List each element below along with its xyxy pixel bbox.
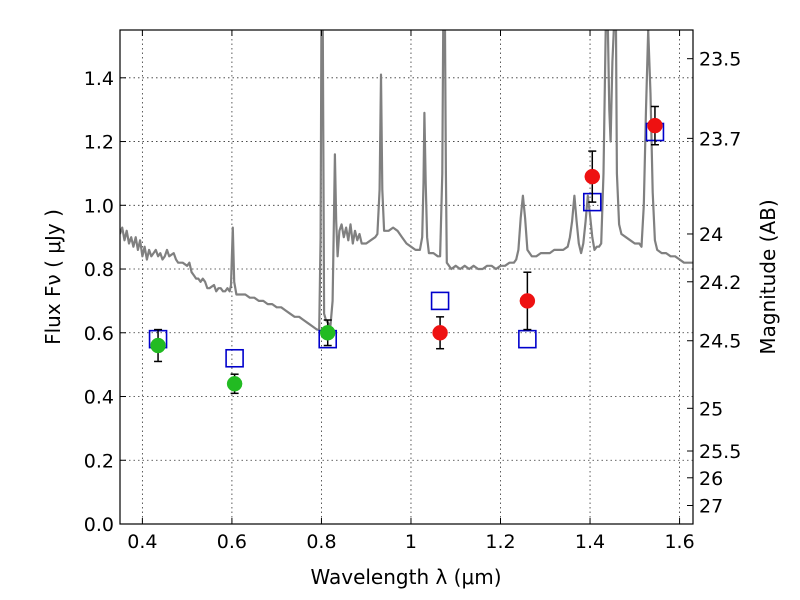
y-axis-right: 23.5 23.7 24 24.2 24.5 25 25.5 26 27 (687, 49, 741, 518)
y-tick-label: 0.8 (84, 259, 114, 281)
nir-photometry-point (519, 293, 536, 309)
plot-series (120, 30, 693, 395)
y-tick-label: 0.0 (84, 514, 114, 536)
y2-tick-label: 26 (699, 468, 723, 490)
grid (120, 30, 693, 525)
y2-tick-label: 27 (699, 496, 723, 518)
y-tick-label: 1.2 (84, 132, 114, 154)
nir-photometry-point (647, 117, 663, 134)
y2-axis-label: Magnitude (AB) (756, 199, 780, 354)
x-tick-label: 0.8 (306, 531, 336, 553)
nir-photometry-point (432, 325, 448, 341)
y-axis-label: Flux Fν ( μJy ) (41, 209, 65, 345)
plot-frame (119, 29, 694, 525)
model-photometry-point (518, 329, 537, 349)
model-spectrum-line (120, 30, 693, 331)
x-tick-label: 0.4 (127, 531, 157, 553)
y2-tick-label: 24 (699, 224, 723, 246)
y-tick-label: 1.4 (84, 68, 114, 90)
y-tick-label: 0.2 (84, 450, 114, 472)
y2-tick-label: 24.5 (699, 331, 741, 353)
optical-photometry-point (319, 325, 336, 341)
x-tick-label: 1.6 (664, 531, 694, 553)
y-tick-label: 0.4 (84, 387, 114, 409)
y-tick-label: 0.6 (84, 323, 114, 345)
x-tick-label: 1 (405, 531, 417, 553)
x-tick-label: 1.4 (575, 531, 605, 553)
model-photometry-point (430, 291, 450, 311)
y-tick-label: 1.0 (84, 195, 114, 217)
y2-tick-label: 25.5 (699, 441, 741, 463)
optical-photometry-point (150, 337, 166, 354)
x-tick-label: 1.2 (485, 531, 515, 553)
y2-tick-label: 25 (699, 398, 723, 420)
x-tick-label: 0.6 (217, 531, 247, 553)
y-axis-left: 0.0 0.2 0.4 0.6 0.8 1.0 1.2 1.4 (84, 68, 126, 536)
model-photometry-point (225, 348, 244, 368)
optical-photometry-point (226, 376, 243, 392)
y2-tick-label: 24.2 (699, 272, 741, 294)
y2-tick-label: 23.5 (699, 49, 741, 71)
nir-photometry-point (584, 168, 601, 185)
x-axis-label: Wavelength λ (μm) (310, 565, 501, 589)
y2-tick-label: 23.7 (699, 128, 741, 150)
x-axis: 0.4 0.6 0.8 1 1.2 1.4 1.6 (127, 30, 695, 553)
